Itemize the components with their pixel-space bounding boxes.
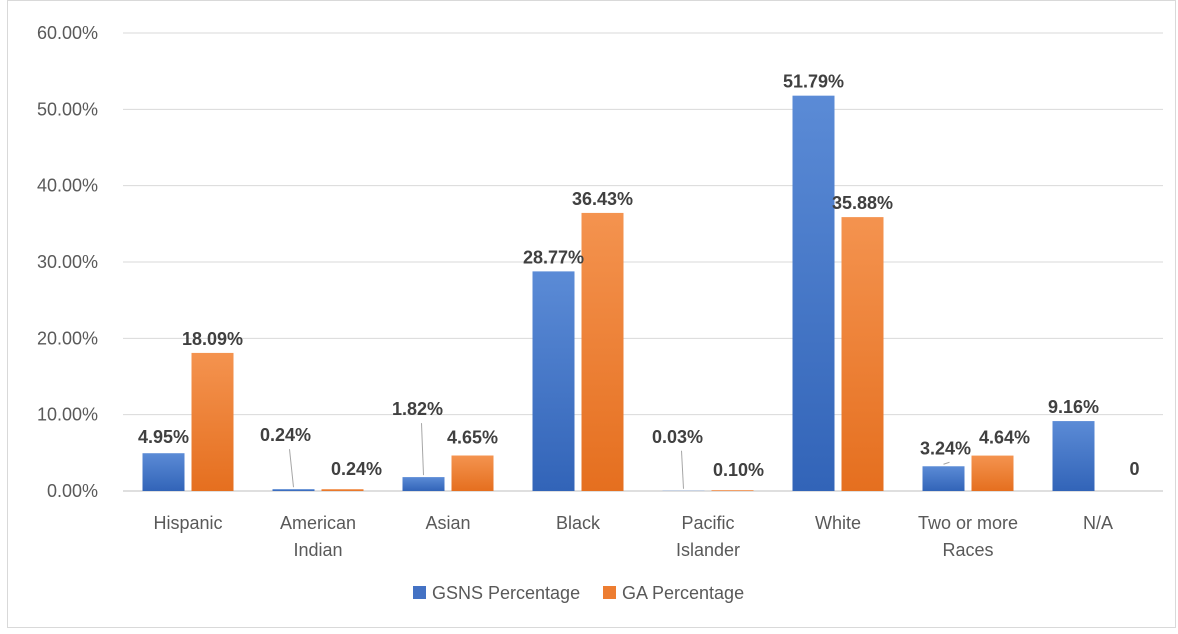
data-label: 4.95% [138,427,189,447]
bar [712,490,754,491]
data-label: 35.88% [832,193,893,213]
y-tick-label: 30.00% [37,252,98,272]
y-tick-label: 40.00% [37,176,98,196]
x-category-label: Hispanic [153,513,222,533]
y-axis-ticks: 0.00% 10.00% 20.00% 30.00% 40.00% 50.00% 60.00… [37,23,98,501]
y-tick-label: 10.00% [37,405,98,425]
data-label: 0 [1129,459,1139,479]
bar [403,477,445,491]
data-label: 28.77% [523,247,584,267]
data-label: 51.79% [783,72,844,92]
x-category-label: Pacific [681,513,734,533]
legend: GSNS Percentage GA Percentage [413,583,744,603]
data-label: 18.09% [182,329,243,349]
leader-line [290,449,294,487]
chart-frame: 0.00% 10.00% 20.00% 30.00% 40.00% 50.00% 60.00… [7,0,1176,628]
bar [582,213,624,491]
bar [273,489,315,491]
y-tick-label: 60.00% [37,23,98,43]
bar [322,489,364,491]
leader-line [422,423,424,475]
data-label: 36.43% [572,189,633,209]
data-label: 4.65% [447,428,498,448]
bar-chart: 0.00% 10.00% 20.00% 30.00% 40.00% 50.00% 60.00… [8,1,1177,629]
legend-label: GSNS Percentage [432,583,580,603]
x-category-label: Islander [676,540,740,560]
x-category-label: Races [942,540,993,560]
data-labels: 4.95% 18.09% 0.24% 0.24% 1.82%4.65% 28.77% 36.… [138,72,1140,481]
x-axis-categories: Hispanic American Indian Asian Black Pacific I… [153,513,1113,560]
bar [192,353,234,491]
x-category-label: American [280,513,356,533]
bar [143,453,185,491]
bar [842,217,884,491]
bar [533,271,575,491]
data-label: 0.03% [652,427,703,447]
bar [452,456,494,491]
y-tick-label: 20.00% [37,328,98,348]
x-category-label: Two or more [918,513,1018,533]
data-label: 9.16% [1048,397,1099,417]
x-category-label: Black [556,513,601,533]
y-tick-label: 0.00% [47,481,98,501]
bar [793,96,835,491]
bar [923,466,965,491]
x-category-label: Asian [425,513,470,533]
bar [972,456,1014,491]
leader-line [682,451,684,489]
data-label: 0.24% [331,459,382,479]
legend-label: GA Percentage [622,583,744,603]
leader-line [944,462,950,464]
legend-swatch [413,586,426,599]
data-label: 3.24% [920,438,971,458]
data-label: 0.10% [713,460,764,480]
x-category-label: N/A [1083,513,1113,533]
legend-swatch [603,586,616,599]
data-label: 4.64% [979,428,1030,448]
bar [1053,421,1095,491]
data-label: 1.82% [392,399,443,419]
data-label: 0.24% [260,425,311,445]
x-category-label: Indian [293,540,342,560]
y-tick-label: 50.00% [37,99,98,119]
gridlines [123,33,1163,491]
x-category-label: White [815,513,861,533]
